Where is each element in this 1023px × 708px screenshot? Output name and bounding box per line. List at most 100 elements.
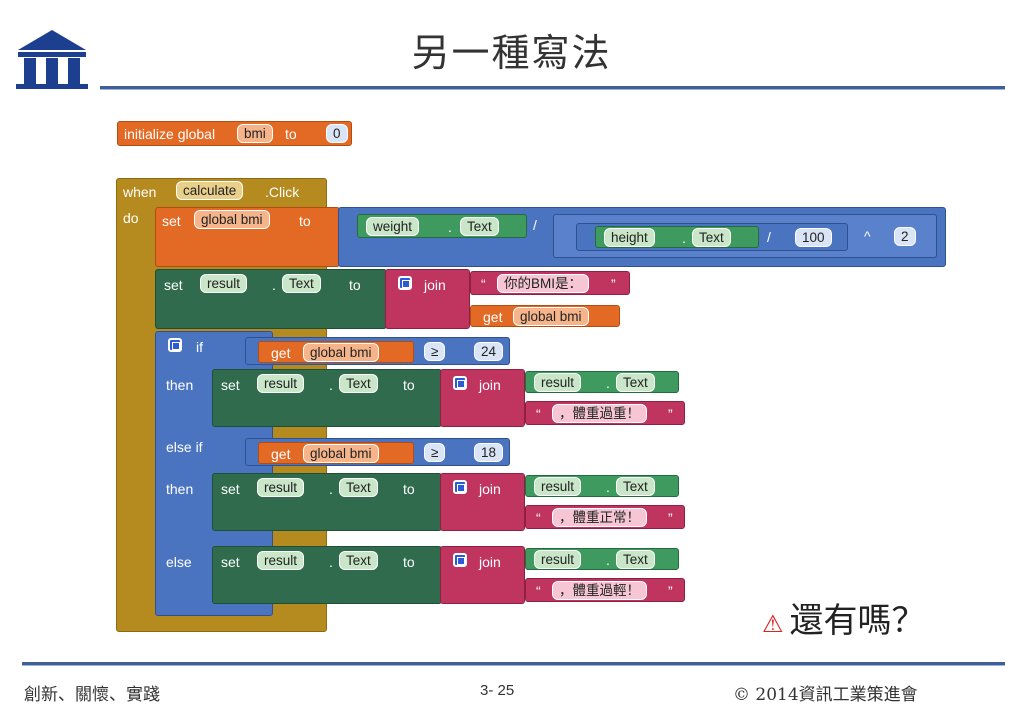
- init-label: initialize global: [124, 126, 216, 142]
- compare-block[interactable]: get global bmi ≥ 18: [245, 438, 510, 466]
- operator-dropdown[interactable]: ≥: [424, 443, 446, 462]
- component-dropdown[interactable]: calculate: [176, 181, 244, 200]
- join-block[interactable]: join: [440, 369, 525, 427]
- var-name-field[interactable]: bmi: [237, 124, 273, 143]
- text-dropdown[interactable]: Text: [282, 274, 321, 293]
- page-title: 另一種寫法: [411, 31, 612, 75]
- then-label: then: [166, 377, 194, 393]
- result-text-getter[interactable]: result . Text: [525, 475, 679, 497]
- get-global-block[interactable]: get global bmi: [258, 442, 414, 464]
- mutator-icon[interactable]: [453, 480, 467, 494]
- math-power-block[interactable]: height . Text / 100 ^ 2: [553, 214, 937, 258]
- mutator-icon[interactable]: [168, 338, 182, 352]
- quote-close: ”: [668, 406, 673, 422]
- then-label: then: [166, 481, 194, 497]
- set-result-text-block[interactable]: set result . Text to: [212, 369, 442, 427]
- set-result-text-block[interactable]: set result . Text to: [212, 473, 442, 531]
- text-dropdown[interactable]: Text: [692, 228, 731, 247]
- get-label: get: [271, 345, 291, 361]
- dot: .: [606, 375, 610, 391]
- text-string-block[interactable]: “ ，體重正常！ ”: [525, 505, 685, 529]
- to-label: to: [403, 554, 415, 570]
- join-label: join: [479, 481, 501, 497]
- dot: .: [329, 377, 333, 393]
- set-label: set: [221, 377, 240, 393]
- initialize-global-block[interactable]: initialize global bmi to 0: [117, 121, 352, 146]
- result-dropdown[interactable]: result: [200, 274, 248, 293]
- result-text-getter[interactable]: result . Text: [525, 371, 679, 393]
- mutator-icon[interactable]: [398, 276, 412, 290]
- dot: .: [448, 219, 452, 235]
- text-dropdown[interactable]: Text: [339, 478, 378, 497]
- number-field[interactable]: 2: [894, 227, 916, 246]
- quote-close: ”: [668, 583, 673, 599]
- text-dropdown[interactable]: Text: [339, 374, 378, 393]
- text-dropdown[interactable]: Text: [339, 551, 378, 570]
- join-label: join: [424, 277, 446, 293]
- event-label: .Click: [265, 184, 300, 200]
- mutator-icon[interactable]: [453, 553, 467, 567]
- to-label: to: [349, 277, 361, 293]
- join-block[interactable]: join: [385, 269, 470, 329]
- var-dropdown[interactable]: global bmi: [513, 307, 589, 326]
- when-label: when: [123, 184, 157, 200]
- text-dropdown[interactable]: Text: [460, 217, 499, 236]
- to-label: to: [285, 126, 297, 142]
- else-label: else: [166, 554, 192, 570]
- copyright: © 2014資訊工業策進會: [733, 685, 918, 705]
- var-dropdown[interactable]: global bmi: [303, 444, 379, 463]
- math-divide-inner[interactable]: height . Text / 100: [576, 223, 848, 251]
- join-block[interactable]: join: [440, 546, 525, 604]
- set-global-block[interactable]: set global bmi to: [155, 207, 340, 267]
- do-label: do: [123, 210, 139, 226]
- text-dropdown[interactable]: Text: [616, 373, 655, 392]
- number-field[interactable]: 0: [326, 124, 348, 143]
- operator-dropdown[interactable]: ≥: [424, 342, 446, 361]
- dot: .: [682, 230, 686, 246]
- math-divide-block[interactable]: weight . Text / height . Text / 100 ^ 2: [338, 207, 946, 267]
- result-dropdown[interactable]: result: [534, 550, 582, 569]
- text-string-block[interactable]: “ 你的BMI是： ”: [470, 271, 630, 295]
- get-label: get: [271, 446, 291, 462]
- weight-dropdown[interactable]: weight: [366, 217, 420, 236]
- string-field[interactable]: ，體重過輕！: [552, 581, 647, 600]
- text-dropdown[interactable]: Text: [616, 477, 655, 496]
- page-number: 3- 25: [480, 682, 515, 699]
- compare-block[interactable]: get global bmi ≥ 24: [245, 337, 510, 365]
- string-field[interactable]: ，體重過重！: [552, 404, 647, 423]
- var-dropdown[interactable]: global bmi: [303, 343, 379, 362]
- footer-motto: 創新、關懷、實踐: [24, 685, 160, 705]
- if-label: if: [196, 339, 203, 355]
- quote-open: “: [536, 406, 541, 422]
- result-text-getter[interactable]: result . Text: [525, 548, 679, 570]
- number-field[interactable]: 24: [474, 342, 504, 361]
- mutator-icon[interactable]: [453, 376, 467, 390]
- var-dropdown[interactable]: global bmi: [194, 210, 270, 229]
- to-label: to: [299, 213, 311, 229]
- result-dropdown[interactable]: result: [534, 477, 582, 496]
- string-field[interactable]: ，體重正常！: [552, 508, 647, 527]
- weight-text-getter[interactable]: weight . Text: [357, 214, 527, 238]
- dot: .: [606, 552, 610, 568]
- set-label: set: [221, 481, 240, 497]
- join-block[interactable]: join: [440, 473, 525, 531]
- get-global-block[interactable]: get global bmi: [258, 341, 414, 363]
- result-dropdown[interactable]: result: [257, 374, 305, 393]
- result-dropdown[interactable]: result: [257, 551, 305, 570]
- number-field[interactable]: 100: [795, 228, 832, 247]
- number-field[interactable]: 18: [474, 443, 504, 462]
- text-dropdown[interactable]: Text: [616, 550, 655, 569]
- to-label: to: [403, 481, 415, 497]
- height-text-getter[interactable]: height . Text: [595, 226, 759, 248]
- set-result-text-block[interactable]: set result . Text to: [212, 546, 442, 604]
- footer-divider: [22, 662, 1005, 666]
- text-string-block[interactable]: “ ，體重過輕！ ”: [525, 578, 685, 602]
- text-string-block[interactable]: “ ，體重過重！ ”: [525, 401, 685, 425]
- height-dropdown[interactable]: height: [604, 228, 655, 247]
- set-result-text-block[interactable]: set result . Text to: [155, 269, 387, 329]
- result-dropdown[interactable]: result: [534, 373, 582, 392]
- get-global-block[interactable]: get global bmi: [470, 305, 620, 327]
- result-dropdown[interactable]: result: [257, 478, 305, 497]
- divide-op: /: [767, 229, 771, 245]
- string-field[interactable]: 你的BMI是：: [497, 274, 590, 293]
